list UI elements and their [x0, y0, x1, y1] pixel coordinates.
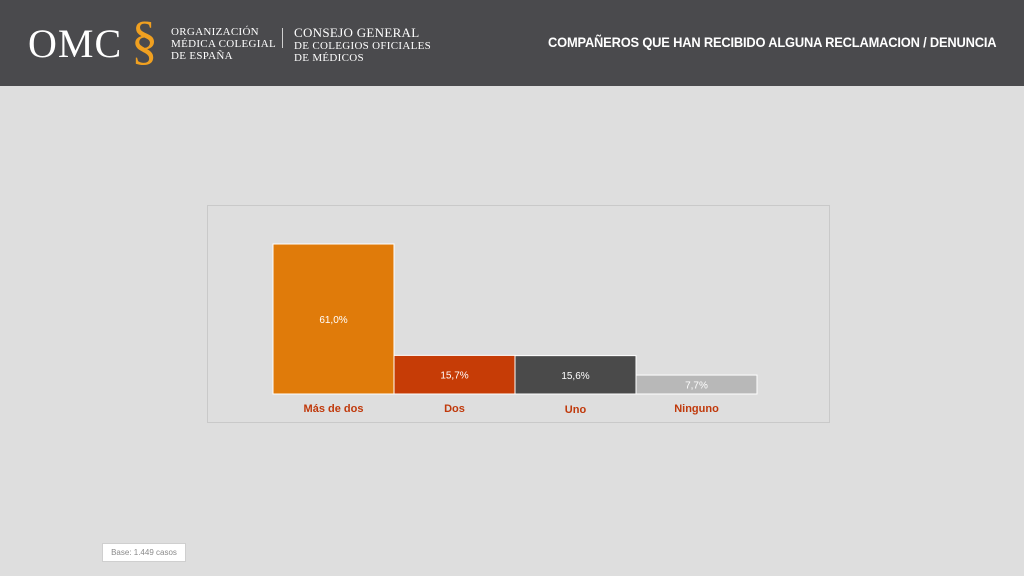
bar-ninguno [635, 374, 758, 395]
header-bar: OMC § ORGANIZACIÓN MÉDICA COLEGIAL DE ES… [0, 0, 1024, 86]
category-label: Uno [565, 404, 587, 416]
category-label: Ninguno [674, 403, 719, 415]
omc-logo: OMC [28, 21, 123, 66]
council-title: CONSEJO GENERAL [294, 25, 420, 40]
council-line: DE COLEGIOS OFICIALES [294, 40, 432, 52]
org-name-line: MÉDICA COLEGIAL [171, 38, 277, 50]
bar-value-label: 15,6% [561, 371, 589, 382]
council-name: CONSEJO GENERAL DE COLEGIOS OFICIALES DE… [294, 25, 432, 65]
base-note: Base: 1.449 casos [102, 543, 186, 562]
category-label: Dos [444, 403, 465, 415]
org-name-line: ORGANIZACIÓN [171, 26, 259, 38]
bar-más-de-dos [272, 243, 395, 395]
category-label: Más de dos [304, 403, 364, 415]
header-divider [282, 28, 283, 48]
org-name: ORGANIZACIÓN MÉDICA COLEGIAL DE ESPAÑA [171, 26, 276, 62]
chart-panel: 61,0% Más de dos 15,7% Dos 15,6% Uno 7,7% Ningu… [207, 205, 830, 423]
bar-chart: 61,0% Más de dos 15,7% Dos 15,6% Uno 7,7% Ningu… [272, 243, 758, 416]
org-name-line: DE ESPAÑA [171, 50, 233, 62]
page-title: COMPAÑEROS QUE HAN RECIBIDO ALGUNA RECLA… [547, 34, 997, 50]
council-line: DE MÉDICOS [294, 52, 364, 64]
bar-value-label: 15,7% [440, 371, 468, 382]
bar-value-label: 7,7% [685, 381, 708, 392]
bar-dos [393, 354, 516, 395]
bar-uno [514, 355, 637, 395]
bar-value-label: 61,0% [319, 315, 347, 326]
section-symbol-icon: § [131, 10, 158, 70]
